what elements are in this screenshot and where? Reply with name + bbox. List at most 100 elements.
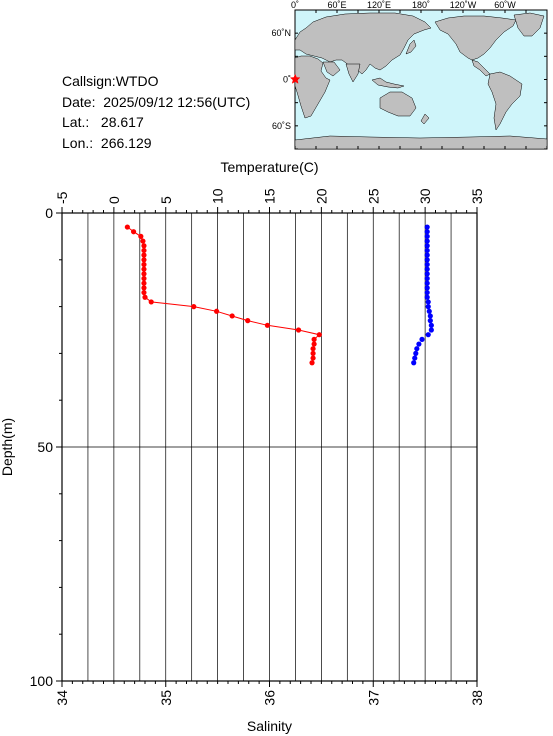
temperature-point (310, 346, 316, 352)
salinity-point (426, 308, 432, 314)
greenland-landmass (513, 12, 545, 37)
temperature-tick-label: 30 (417, 188, 433, 204)
africa-landmass (294, 55, 331, 119)
salinity-point (419, 336, 425, 342)
salinity-point (424, 285, 430, 291)
map-longitude-label: 60˚W (494, 0, 516, 10)
temperature-point (140, 238, 146, 244)
salinity-tick-label: 35 (158, 690, 174, 706)
temperature-axis-label: Temperature(C) (220, 159, 318, 175)
salinity-point (424, 294, 430, 300)
salinity-point (424, 252, 430, 258)
temperature-point (264, 322, 271, 328)
salinity-point (425, 299, 431, 305)
temperature-point (229, 313, 235, 319)
temperature-point (141, 257, 147, 263)
temperature-point (141, 247, 147, 254)
chart-series (124, 224, 434, 366)
salinity-tick-label: 37 (365, 690, 381, 706)
temperature-point (141, 285, 147, 291)
salinity-point (424, 243, 430, 249)
latitude-text: Lat.: 28.617 (62, 114, 144, 130)
temperature-point (311, 336, 317, 342)
temperature-tick-label: 25 (365, 188, 381, 204)
temperature-point (141, 271, 147, 277)
map-longitude-label: 0˚ (291, 0, 299, 10)
temperature-point (141, 243, 147, 249)
salinity-point (424, 289, 430, 296)
temperature-point (295, 327, 302, 333)
temperature-point (316, 332, 322, 338)
depth-tick-label: 100 (30, 673, 54, 689)
salinity-point (424, 266, 430, 272)
salinity-point (424, 224, 430, 230)
world-map: 0˚ 60˚E 120˚E 180˚ 120˚W 60˚W 60˚N 0˚ 60˚S (271, 0, 548, 150)
salinity-point (424, 247, 430, 254)
depth-axis: 0 50 100 (30, 205, 62, 689)
salinity-point (424, 229, 430, 235)
date-text: Date: 2025/09/12 12:56(UTC) (62, 93, 251, 110)
central-america-landmass (471, 59, 491, 77)
salinity-point (424, 257, 430, 263)
depth-tick-label: 0 (45, 205, 53, 221)
map-latitude-label: 60˚S (272, 121, 291, 131)
temperature-point (141, 289, 147, 296)
temperature-tick-label: 5 (158, 196, 174, 204)
salinity-tick-label: 36 (262, 690, 278, 706)
temperature-point (141, 266, 147, 272)
salinity-point (424, 271, 430, 277)
south-america-landmass (487, 71, 523, 131)
australia-landmass (379, 91, 417, 117)
salinity-point (424, 233, 430, 239)
map-longitude-label: 180˚ (412, 0, 430, 10)
salinity-series (411, 224, 434, 366)
station-info: Callsign:WTDO Date: 2025/09/12 12:56(UTC… (62, 71, 250, 153)
salinity-point (427, 313, 433, 319)
temperature-point (213, 308, 220, 314)
japan-landmass (405, 39, 417, 55)
depth-tick-label: 50 (37, 439, 53, 455)
salinity-point (425, 304, 431, 310)
salinity-point (414, 346, 420, 352)
temperature-point (310, 355, 316, 361)
temperature-axis: -5 0 5 10 15 20 25 30 35 (54, 188, 485, 213)
salinity-tick-label: 38 (469, 690, 485, 706)
temperature-point (148, 299, 154, 305)
temperature-tick-label: 35 (469, 188, 485, 204)
longitude-text: Lon.: 266.129 (62, 134, 152, 151)
map-latitude-label: 0˚ (283, 75, 291, 85)
temperature-point (191, 304, 197, 310)
salinity-point (428, 322, 434, 328)
salinity-point (424, 238, 430, 244)
temperature-tick-label: 15 (262, 188, 278, 204)
salinity-point (428, 327, 434, 333)
temperature-tick-label: 10 (210, 188, 226, 204)
map-land (294, 12, 548, 150)
map-axis-labels: 0˚ 60˚E 120˚E 180˚ 120˚W 60˚W 60˚N 0˚ 60˚S (271, 0, 516, 131)
indonesia-landmass (371, 77, 405, 89)
temperature-point (141, 252, 147, 258)
map-longitude-label: 120˚E (367, 0, 391, 10)
temperature-point (311, 341, 317, 347)
salinity-axis-label: Salinity (247, 718, 292, 734)
star-icon (289, 73, 301, 84)
temperature-point (245, 318, 251, 324)
new-zealand-landmass (420, 113, 430, 125)
temperature-tick-label: 0 (106, 196, 122, 204)
salinity-point (411, 360, 417, 366)
temperature-tick-label: -5 (54, 191, 70, 204)
salinity-point (424, 275, 430, 282)
temperature-point (310, 350, 316, 356)
temperature-point (130, 229, 137, 235)
arabia-landmass (322, 61, 341, 77)
north-america-landmass (434, 15, 517, 61)
temperature-point (141, 280, 147, 286)
india-landmass (345, 63, 361, 83)
map-longitude-label: 120˚W (450, 0, 477, 10)
temperature-point (124, 224, 130, 230)
temperature-point (141, 261, 147, 268)
salinity-point (427, 318, 433, 324)
temperature-point (138, 233, 144, 239)
depth-axis-label: Depth(m) (0, 418, 15, 476)
